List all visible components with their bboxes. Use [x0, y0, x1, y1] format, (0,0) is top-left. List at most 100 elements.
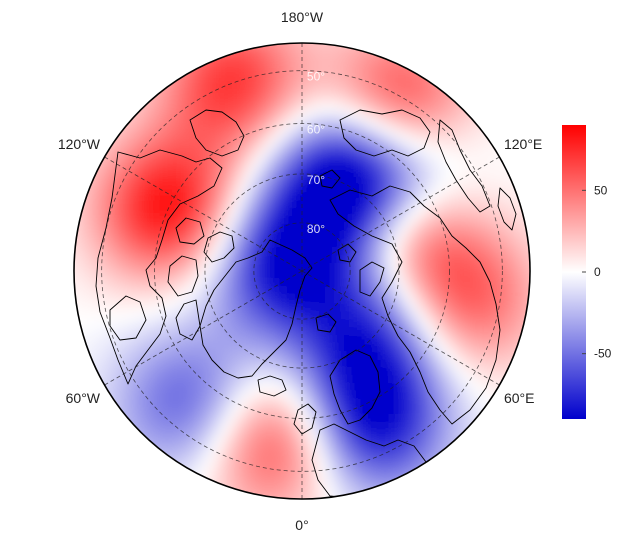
field-cell: [158, 183, 167, 192]
field-cell: [110, 295, 119, 304]
field-cell: [198, 71, 207, 80]
field-cell: [246, 343, 255, 352]
field-cell: [238, 423, 247, 432]
field-cell: [198, 119, 207, 128]
field-cell: [446, 415, 455, 424]
field-cell: [246, 295, 255, 304]
field-cell: [438, 239, 447, 248]
field-cell: [270, 455, 279, 464]
field-cell: [350, 367, 359, 376]
field-cell: [214, 63, 223, 72]
field-cell: [270, 303, 279, 312]
field-cell: [430, 231, 439, 240]
field-cell: [326, 63, 335, 72]
field-cell: [294, 351, 303, 360]
field-cell: [246, 159, 255, 168]
field-cell: [326, 111, 335, 120]
field-cell: [222, 295, 231, 304]
field-cell: [230, 183, 239, 192]
field-cell: [246, 119, 255, 128]
field-cell: [374, 71, 383, 80]
field-cell: [214, 431, 223, 440]
field-cell: [78, 175, 87, 184]
field-cell: [302, 191, 311, 200]
field-cell: [486, 303, 495, 312]
field-cell: [382, 87, 391, 96]
field-cell: [62, 303, 71, 312]
field-cell: [222, 303, 231, 312]
field-cell: [390, 343, 399, 352]
field-cell: [78, 183, 87, 192]
latitude-labels: 50°60°70°80°: [307, 70, 325, 236]
field-cell: [374, 151, 383, 160]
field-cell: [206, 71, 215, 80]
field-cell: [206, 87, 215, 96]
field-cell: [470, 335, 479, 344]
lon-label--120: 120°W: [58, 136, 101, 152]
field-cell: [230, 375, 239, 384]
field-cell: [302, 111, 311, 120]
field-cell: [254, 423, 263, 432]
field-cell: [110, 151, 119, 160]
field-cell: [366, 55, 375, 64]
field-cell: [302, 487, 311, 496]
field-cell: [166, 263, 175, 272]
field-cell: [390, 359, 399, 368]
field-cell: [486, 151, 495, 160]
field-cell: [534, 231, 543, 240]
field-cell: [326, 279, 335, 288]
field-cell: [238, 263, 247, 272]
field-cell: [358, 471, 367, 480]
field-cell: [382, 463, 391, 472]
field-cell: [326, 439, 335, 448]
lon-label--60: 60°W: [66, 390, 101, 406]
field-cell: [406, 143, 415, 152]
field-cell: [262, 271, 271, 280]
field-cell: [158, 231, 167, 240]
field-cell: [406, 183, 415, 192]
field-cell: [222, 415, 231, 424]
field-cell: [102, 375, 111, 384]
field-cell: [446, 151, 455, 160]
field-cell: [446, 311, 455, 320]
field-cell: [286, 279, 295, 288]
field-cell: [430, 335, 439, 344]
field-cell: [198, 415, 207, 424]
field-cell: [238, 95, 247, 104]
field-cell: [110, 159, 119, 168]
field-cell: [430, 447, 439, 456]
field-cell: [318, 479, 327, 488]
field-cell: [382, 455, 391, 464]
field-cell: [478, 391, 487, 400]
field-cell: [214, 199, 223, 208]
field-cell: [358, 439, 367, 448]
field-cell: [350, 215, 359, 224]
field-cell: [422, 103, 431, 112]
colorbar-tick-label: -50: [594, 347, 612, 361]
field-cell: [438, 255, 447, 264]
field-cell: [358, 399, 367, 408]
field-cell: [398, 255, 407, 264]
field-cell: [310, 351, 319, 360]
field-cell: [486, 295, 495, 304]
field-cell: [278, 439, 287, 448]
field-cell: [430, 439, 439, 448]
field-cell: [446, 231, 455, 240]
field-cell: [94, 263, 103, 272]
field-cell: [366, 119, 375, 128]
field-cell: [294, 279, 303, 288]
field-cell: [414, 423, 423, 432]
field-cell: [206, 343, 215, 352]
field-cell: [166, 215, 175, 224]
field-cell: [454, 343, 463, 352]
field-cell: [366, 159, 375, 168]
field-cell: [118, 183, 127, 192]
field-cell: [190, 143, 199, 152]
field-cell: [158, 431, 167, 440]
field-cell: [302, 455, 311, 464]
field-cell: [150, 351, 159, 360]
field-cell: [206, 143, 215, 152]
meridian-120: [301, 156, 500, 272]
field-cell: [102, 343, 111, 352]
field-cell: [342, 151, 351, 160]
